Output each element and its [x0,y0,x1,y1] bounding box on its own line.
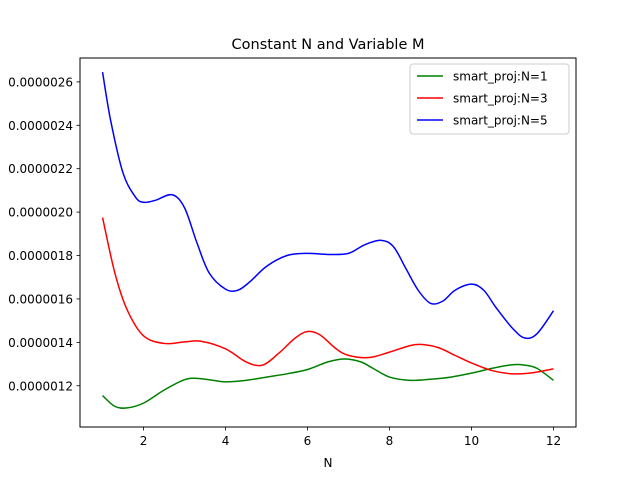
x-tick-label: 8 [386,434,394,448]
legend-label-3: smart_proj:N=5 [453,114,548,128]
series-line-2 [101,217,554,375]
y-tick-label: 0.0000020 [8,206,73,220]
y-tick-label: 0.0000026 [8,75,73,89]
legend-box [409,63,570,135]
x-tick-label: 6 [304,434,312,448]
y-tick-label: 0.0000012 [8,379,73,393]
legend-label-1: smart_proj:N=1 [453,70,548,84]
series-line-1 [102,358,554,409]
x-tick-label: 4 [222,434,230,448]
legend: smart_proj:N=1 smart_proj:N=3 smart_proj:N… [409,63,570,135]
y-tick-label: 0.0000022 [8,162,73,176]
series-layer [101,71,555,409]
y-axis: 0.0000012 0.0000014 0.0000016 0.0000018 0.00… [8,75,80,393]
y-tick-label: 0.0000016 [8,292,73,306]
x-tick-label: 2 [140,434,148,448]
x-axis-label: N [324,456,333,470]
x-tick-label: 12 [546,434,561,448]
x-axis: 2 4 6 8 10 12 [140,427,561,448]
y-tick-label: 0.0000018 [8,249,73,263]
y-tick-label: 0.0000014 [8,336,73,350]
plot-area [79,57,577,428]
y-tick-label: 0.0000024 [8,119,73,133]
x-tick-label: 10 [464,434,479,448]
chart-title: Constant N and Variable M [232,37,425,53]
legend-label-2: smart_proj:N=3 [453,92,548,106]
series-line-3 [101,71,555,340]
